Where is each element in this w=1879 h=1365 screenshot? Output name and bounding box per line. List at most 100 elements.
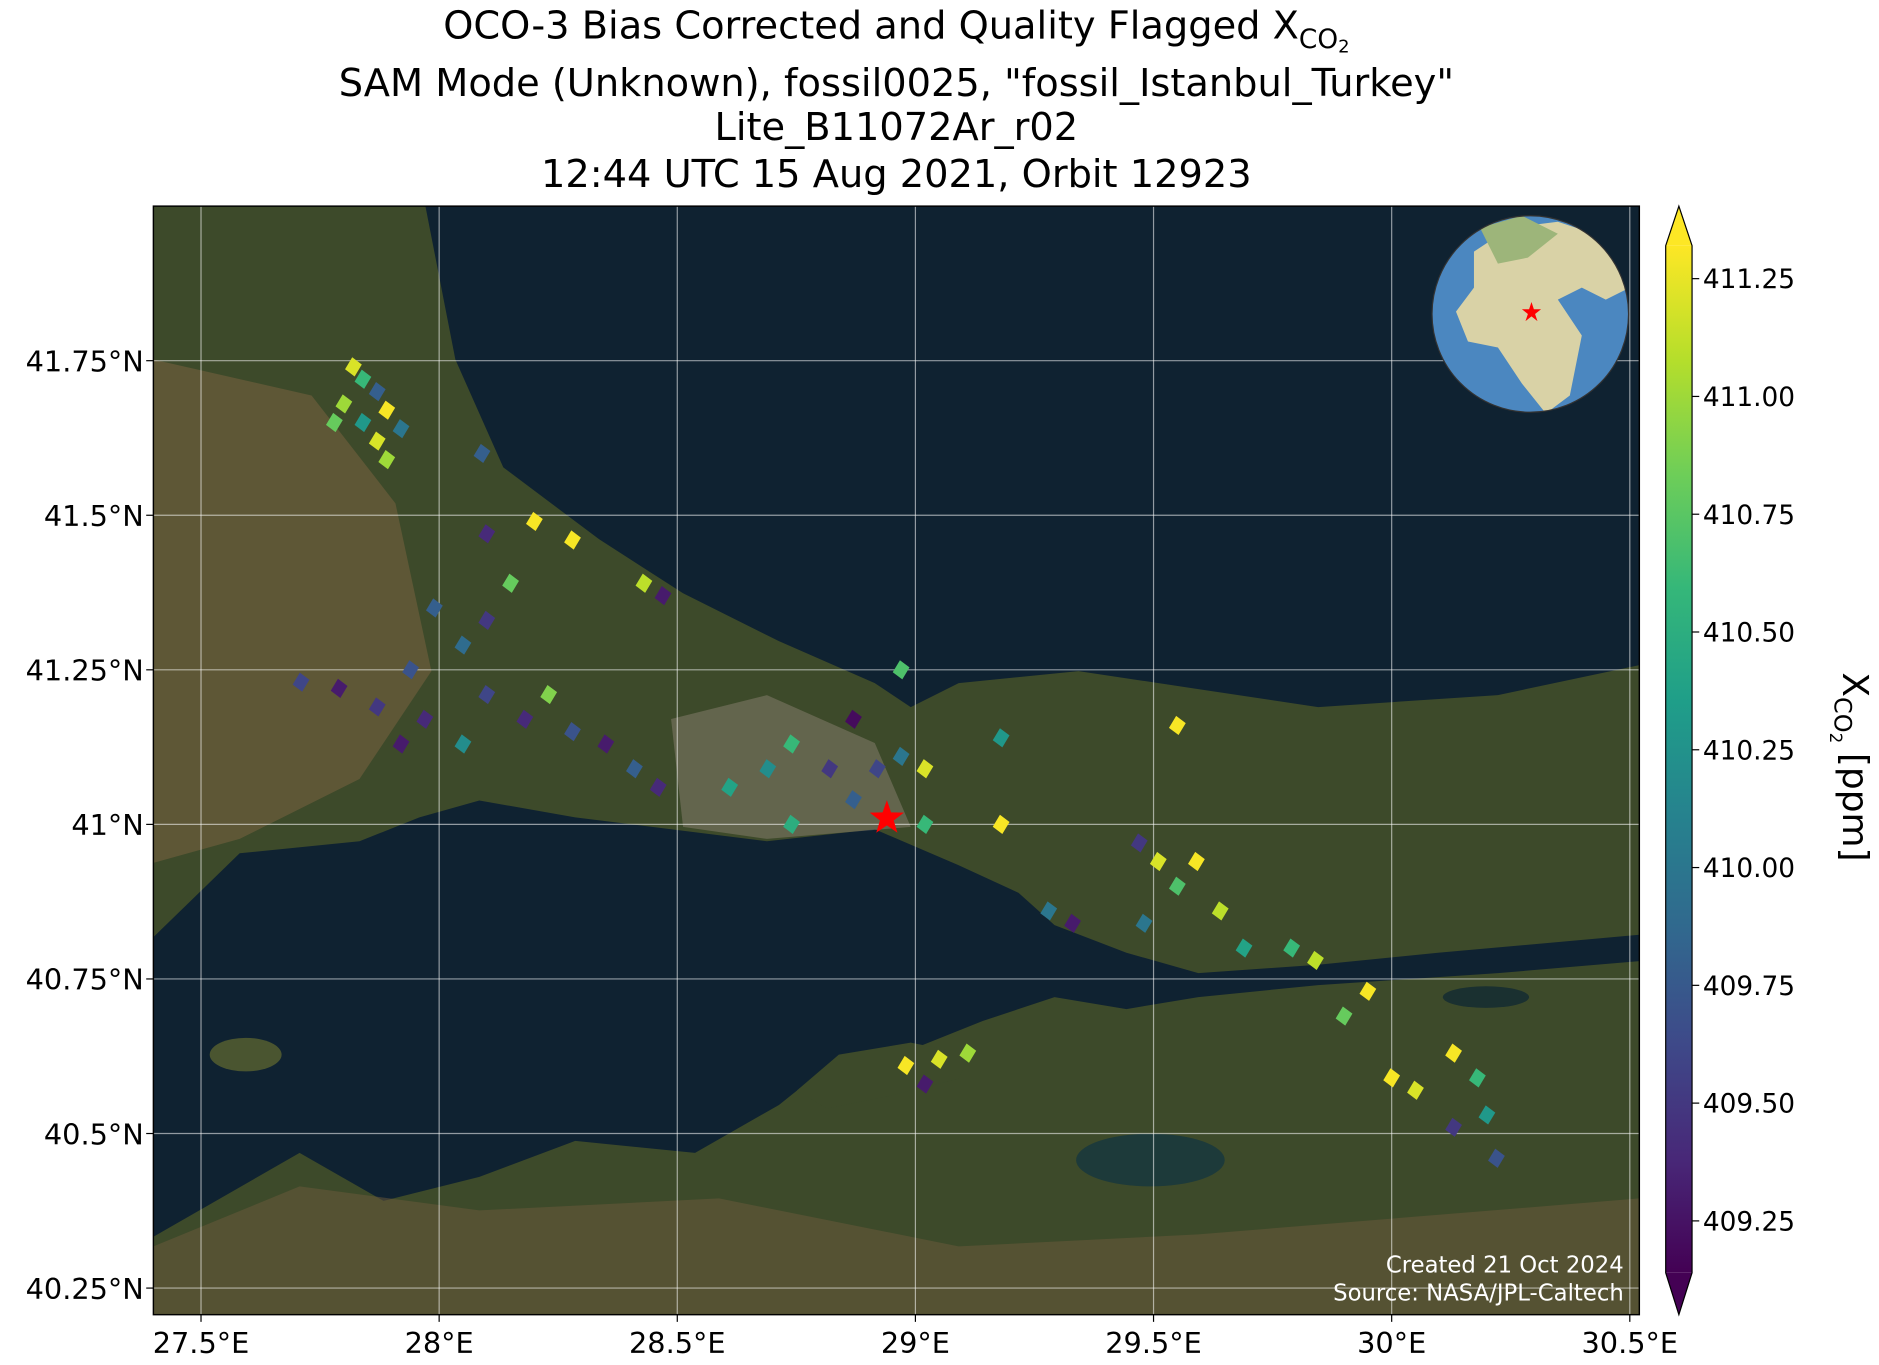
- footprint: [1478, 1105, 1496, 1125]
- title-text: OCO-3 Bias Corrected and Quality Flagged…: [443, 3, 1299, 48]
- footprint: [392, 419, 410, 439]
- colorbar-label: XCO2 [ppm]: [1826, 672, 1875, 861]
- footprint: [1135, 913, 1153, 933]
- footprint: [1235, 938, 1253, 958]
- footprint: [473, 443, 491, 464]
- footprint: [783, 734, 800, 754]
- footprint: [1359, 981, 1377, 1001]
- map-frame: [152, 205, 1641, 1316]
- island: [209, 1037, 282, 1072]
- footprint: [930, 1049, 948, 1069]
- footprint: [478, 684, 496, 705]
- x-tick-label: 27.5°E: [153, 1326, 250, 1360]
- colorbar-label-sub: CO: [1829, 697, 1857, 733]
- footprint: [402, 660, 419, 680]
- title-line: Lite_B11072Ar_r02: [715, 105, 1079, 150]
- inset-globe: [1431, 215, 1630, 413]
- footprint: [1335, 1006, 1353, 1026]
- footprint: [626, 759, 643, 779]
- lake: [1442, 986, 1530, 1008]
- target-star: [869, 800, 904, 833]
- footprint: [916, 1074, 934, 1094]
- footprint: [378, 450, 396, 470]
- colorbar: 409.25 409.50 409.75 410.00 410.25 410.50 410.…: [1665, 204, 1795, 1317]
- colorbar-label-text: X: [1834, 672, 1875, 697]
- credit: Created 21 Oct 2024: [1386, 1253, 1624, 1279]
- footprint: [292, 672, 310, 692]
- footprint: [1283, 938, 1301, 958]
- land-north: [153, 206, 1640, 974]
- footprint: [1383, 1068, 1401, 1088]
- globe-land: [1455, 221, 1629, 413]
- footprint: [649, 777, 667, 797]
- footprint: [1469, 1068, 1486, 1088]
- footprint: [564, 722, 581, 742]
- x-tick-label: 28°E: [405, 1326, 474, 1360]
- x-tick-label: 29.5°E: [1105, 1326, 1202, 1360]
- title-line: OCO-3 Bias Corrected and Quality Flagged…: [443, 3, 1349, 57]
- footprint: [368, 431, 386, 451]
- footprint: [454, 734, 472, 754]
- y-tick-label: 41.25°N: [26, 654, 144, 688]
- footprint: [325, 412, 343, 433]
- footprint: [992, 728, 1010, 748]
- colorbar-outline: [1665, 204, 1693, 1317]
- footprint: [330, 678, 348, 698]
- globe-land: [1479, 215, 1558, 264]
- footprint: [783, 814, 800, 834]
- footprint: [721, 777, 739, 797]
- footprint: [502, 573, 519, 593]
- footprint: [564, 530, 581, 550]
- footprint: [1445, 1043, 1462, 1063]
- footprint: [916, 759, 934, 779]
- footprints: [292, 357, 1505, 1168]
- footprint: [454, 635, 472, 655]
- footprint: [425, 598, 443, 618]
- footprint: [1040, 901, 1058, 921]
- footprint: [1445, 1117, 1462, 1137]
- title-line: SAM Mode (Unknown), fossil0025, "fossil_…: [339, 61, 1454, 106]
- lake: [1076, 1133, 1225, 1187]
- footprint: [597, 734, 615, 754]
- title-subscript: 2: [1338, 37, 1349, 58]
- footprint: [378, 400, 396, 420]
- colorbar-tick-label: 409.25: [1703, 1207, 1795, 1237]
- globe-target: [1521, 302, 1542, 322]
- credit: Source: NASA/JPL-Caltech: [1333, 1280, 1624, 1306]
- x-tick-label: 28.5°E: [629, 1326, 726, 1360]
- title-subscript: CO: [1299, 25, 1338, 55]
- footprint: [354, 412, 372, 433]
- footprint: [392, 734, 410, 754]
- x-tick-label: 30°E: [1357, 1326, 1426, 1360]
- colorbar-tick-label: 410.75: [1703, 501, 1795, 531]
- footprint: [345, 357, 362, 377]
- title-line: 12:44 UTC 15 Aug 2021, Orbit 12923: [541, 152, 1252, 197]
- footprint: [845, 790, 862, 810]
- footprint: [368, 697, 386, 717]
- footprint: [759, 759, 777, 779]
- footprint: [1149, 851, 1167, 872]
- colorbar-tick-label: 410.00: [1703, 854, 1795, 884]
- colorbar-body: [1665, 245, 1693, 1273]
- colorbar-label-unit: [ppm]: [1834, 753, 1875, 862]
- grid: [153, 206, 1640, 1315]
- peninsula: [796, 1042, 971, 1109]
- colorbar-tick-label: 410.25: [1703, 736, 1795, 766]
- y-tick-label: 40.75°N: [26, 963, 144, 997]
- y-tick-label: 40.5°N: [44, 1117, 144, 1151]
- colorbar-tick-label: 411.00: [1703, 383, 1795, 413]
- footprint: [892, 660, 910, 680]
- colorbar-tick-label: 409.50: [1703, 1090, 1795, 1120]
- footprint: [1188, 851, 1205, 872]
- footprint: [1307, 950, 1324, 970]
- footprint: [416, 709, 434, 729]
- colorbar-tick-label: 409.75: [1703, 972, 1795, 1002]
- footprint: [1211, 901, 1229, 921]
- footprint: [1407, 1080, 1424, 1100]
- footprint: [1488, 1148, 1505, 1168]
- colorbar-extend-min: [1665, 1272, 1693, 1315]
- y-tick-label: 40.25°N: [26, 1272, 144, 1306]
- footprint: [526, 511, 543, 532]
